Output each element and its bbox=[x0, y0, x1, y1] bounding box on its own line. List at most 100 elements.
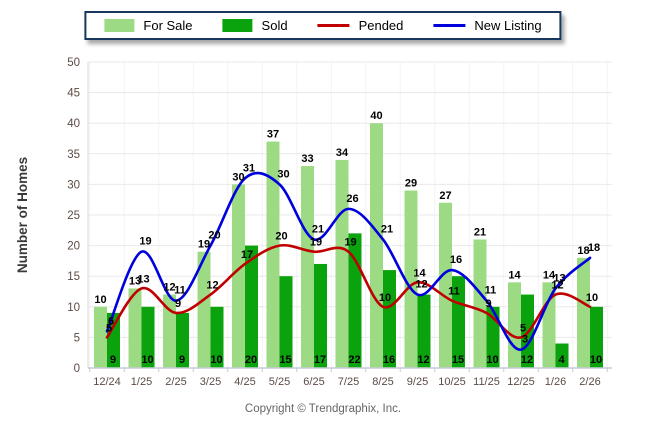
for-sale-value-label: 12 bbox=[163, 282, 175, 294]
bar-sold bbox=[210, 306, 224, 368]
y-tick-label: 35 bbox=[67, 149, 80, 161]
bar-sold bbox=[314, 263, 327, 368]
y-tick-label: 40 bbox=[67, 118, 80, 130]
bar-for-sale bbox=[301, 166, 314, 368]
pended-value-label: 14 bbox=[413, 267, 426, 279]
new-listing-value-label: 21 bbox=[312, 223, 324, 235]
sold-value-label: 15 bbox=[452, 354, 464, 366]
pended-value-label: 9 bbox=[175, 298, 181, 310]
x-tick-label: 11/25 bbox=[473, 376, 500, 388]
sold-swatch-icon bbox=[222, 19, 253, 32]
new-listing-value-label: 30 bbox=[277, 168, 289, 180]
y-tick-label: 25 bbox=[67, 210, 80, 222]
bar-for-sale bbox=[404, 190, 418, 368]
pended-value-label: 20 bbox=[275, 231, 287, 243]
y-tick-label: 0 bbox=[74, 363, 80, 375]
sold-value-label: 10 bbox=[141, 354, 153, 366]
x-tick-label: 2/26 bbox=[579, 376, 600, 388]
for-sale-value-label: 40 bbox=[370, 110, 382, 122]
sold-value-label: 9 bbox=[110, 354, 116, 366]
bar-sold bbox=[279, 276, 293, 368]
bar-for-sale bbox=[473, 239, 487, 368]
y-tick-label: 45 bbox=[67, 88, 80, 100]
legend-label-new-listing: New Listing bbox=[474, 18, 542, 33]
for-sale-swatch-icon bbox=[104, 19, 135, 32]
x-tick-label: 3/25 bbox=[200, 376, 221, 388]
sold-value-label: 10 bbox=[210, 354, 222, 366]
for-sale-value-label: 29 bbox=[405, 178, 417, 190]
new-listing-value-label: 26 bbox=[346, 193, 358, 205]
x-tick-label: 9/25 bbox=[407, 376, 428, 388]
pended-value-label: 19 bbox=[344, 237, 356, 249]
legend-label-sold: Sold bbox=[261, 18, 288, 33]
sold-value-label: 22 bbox=[348, 354, 360, 366]
x-tick-label: 1/26 bbox=[545, 376, 566, 388]
y-axis-title: Number of Homes bbox=[15, 157, 30, 273]
bar-for-sale bbox=[508, 282, 521, 368]
for-sale-value-label: 34 bbox=[336, 147, 349, 159]
y-tick-label: 15 bbox=[67, 271, 80, 283]
for-sale-value-label: 37 bbox=[267, 129, 279, 141]
sold-value-label: 9 bbox=[179, 354, 185, 366]
new-listing-value-label: 11 bbox=[485, 285, 497, 297]
pended-value-label: 12 bbox=[206, 280, 218, 292]
for-sale-value-label: 14 bbox=[508, 269, 521, 281]
pended-value-label: 11 bbox=[448, 286, 460, 298]
new-listing-value-label: 21 bbox=[381, 223, 393, 235]
for-sale-value-label: 10 bbox=[94, 294, 106, 306]
y-tick-label: 5 bbox=[74, 332, 80, 344]
sold-value-label: 17 bbox=[314, 354, 326, 366]
chart-legend: For Sale Sold Pended New Listing bbox=[84, 11, 562, 40]
new-listing-value-label: 13 bbox=[553, 272, 565, 284]
pended-value-label: 12 bbox=[551, 280, 563, 292]
x-tick-label: 10/25 bbox=[438, 376, 466, 388]
new-listing-value-label: 19 bbox=[139, 236, 151, 248]
x-tick-label: 12/25 bbox=[507, 376, 535, 388]
x-tick-label: 8/25 bbox=[372, 376, 393, 388]
bar-for-sale bbox=[439, 202, 452, 368]
bar-sold bbox=[590, 306, 603, 368]
new-listing-value-label: 31 bbox=[243, 162, 255, 174]
y-tick-label: 20 bbox=[67, 241, 80, 253]
pended-value-label: 5 bbox=[520, 322, 526, 334]
new-listing-value-label: 20 bbox=[208, 230, 220, 242]
new-listing-value-label: 6 bbox=[108, 315, 114, 327]
bar-for-sale bbox=[197, 251, 211, 368]
legend-item-pended: Pended bbox=[317, 18, 403, 33]
new-listing-value-label: 16 bbox=[450, 254, 462, 266]
pended-value-label: 10 bbox=[379, 292, 391, 304]
x-tick-label: 4/25 bbox=[234, 376, 255, 388]
for-sale-value-label: 19 bbox=[198, 239, 210, 251]
legend-label-for-sale: For Sale bbox=[143, 18, 193, 33]
pended-value-label: 10 bbox=[586, 292, 598, 304]
new-listing-value-label: 12 bbox=[415, 279, 427, 291]
new-listing-line-swatch-icon bbox=[433, 24, 466, 27]
x-tick-label: 2/25 bbox=[165, 376, 186, 388]
for-sale-value-label: 18 bbox=[577, 245, 589, 257]
bar-sold bbox=[417, 294, 431, 368]
sold-value-label: 10 bbox=[590, 354, 602, 366]
pended-value-label: 9 bbox=[485, 298, 491, 310]
x-tick-label: 1/25 bbox=[131, 376, 152, 388]
bar-sold bbox=[107, 312, 120, 368]
pended-value-label: 17 bbox=[241, 249, 253, 261]
new-listing-value-label: 18 bbox=[588, 242, 600, 254]
for-sale-value-label: 13 bbox=[129, 275, 141, 287]
bar-sold bbox=[176, 312, 189, 368]
x-tick-label: 6/25 bbox=[303, 376, 324, 388]
sold-value-label: 15 bbox=[279, 354, 291, 366]
bar-for-sale bbox=[370, 123, 383, 368]
bar-for-sale bbox=[266, 141, 280, 368]
bar-sold bbox=[383, 270, 396, 368]
sold-value-label: 20 bbox=[245, 354, 257, 366]
sold-value-label: 10 bbox=[486, 354, 498, 366]
x-tick-label: 12/24 bbox=[93, 376, 121, 388]
bar-for-sale bbox=[128, 288, 142, 368]
y-tick-label: 50 bbox=[67, 57, 80, 69]
for-sale-value-label: 14 bbox=[543, 269, 556, 281]
bar-sold bbox=[452, 276, 465, 368]
bar-for-sale bbox=[335, 159, 349, 368]
bar-sold bbox=[245, 245, 258, 368]
